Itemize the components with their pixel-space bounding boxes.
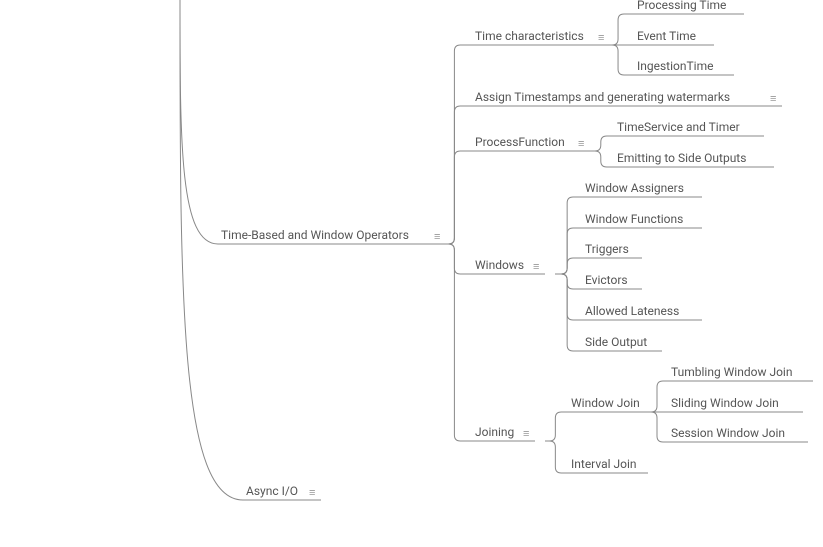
mindmap-node[interactable]: Tumbling Window Join <box>671 365 792 379</box>
notes-icon: ≡ <box>770 93 776 105</box>
node-label: Assign Timestamps and generating waterma… <box>475 90 730 104</box>
node-label: Evictors <box>585 273 628 287</box>
node-label: ProcessFunction <box>475 135 565 149</box>
notes-icon: ≡ <box>533 261 539 273</box>
mindmap-node[interactable]: Window Join <box>571 396 640 410</box>
node-label: Window Assigners <box>585 181 684 195</box>
connector-bracket <box>555 197 702 274</box>
mindmap-node[interactable]: Interval Join <box>571 457 637 471</box>
notes-icon: ≡ <box>309 487 315 499</box>
mindmap-node[interactable]: Window Functions <box>585 212 683 226</box>
mindmap-node[interactable]: Allowed Lateness <box>585 304 679 318</box>
node-label: Triggers <box>585 242 629 256</box>
mindmap-node[interactable]: Event Time <box>637 29 696 43</box>
mindmap-node[interactable]: Evictors <box>585 273 628 287</box>
node-label: Time-Based and Window Operators <box>221 228 409 242</box>
mindmap-node[interactable]: Time-Based and Window Operators ≡ <box>221 228 440 243</box>
node-label: Windows <box>475 258 524 272</box>
connector-curve <box>180 0 446 244</box>
node-label: Session Window Join <box>671 426 785 440</box>
mindmap-node[interactable]: Session Window Join <box>671 426 785 440</box>
mindmap-node[interactable]: Assign Timestamps and generating waterma… <box>475 90 776 105</box>
node-label: IngestionTime <box>637 59 713 73</box>
connector-curve <box>180 0 321 500</box>
node-label: Async I/O <box>246 484 298 498</box>
mindmap-node[interactable]: Windows ≡ <box>475 258 539 273</box>
mindmap-node[interactable]: Window Assigners <box>585 181 684 195</box>
mindmap-node[interactable]: Triggers <box>585 242 629 256</box>
connector-bracket <box>590 136 764 151</box>
notes-icon: ≡ <box>598 32 604 44</box>
mindmap-node[interactable]: Sliding Window Join <box>671 396 779 410</box>
mindmap-node[interactable]: ProcessFunction ≡ <box>475 135 584 150</box>
node-label: Emitting to Side Outputs <box>617 151 746 165</box>
mindmap-node[interactable]: Side Output <box>585 335 647 349</box>
node-label: Time characteristics <box>475 29 584 43</box>
node-label: Side Output <box>585 335 647 349</box>
node-label: Joining <box>475 425 514 439</box>
node-label: TimeService and Timer <box>617 120 740 134</box>
node-label: Processing Time <box>637 0 726 12</box>
node-label: Tumbling Window Join <box>671 365 792 379</box>
notes-icon: ≡ <box>578 138 584 150</box>
node-label: Interval Join <box>571 457 637 471</box>
connector-bracket <box>545 412 648 441</box>
node-label: Sliding Window Join <box>671 396 779 410</box>
mindmap-node[interactable]: Emitting to Side Outputs <box>617 151 746 165</box>
notes-icon: ≡ <box>523 428 529 440</box>
mindmap-node[interactable]: Processing Time <box>637 0 726 12</box>
node-label: Event Time <box>637 29 696 43</box>
mindmap-canvas: Time-Based and Window Operators≡Async I/… <box>0 0 823 547</box>
mindmap-node[interactable]: Joining ≡ <box>475 425 529 440</box>
mindmap-node[interactable]: Async I/O ≡ <box>246 484 315 499</box>
node-label: Window Join <box>571 396 640 410</box>
mindmap-node[interactable]: IngestionTime <box>637 59 713 73</box>
node-label: Window Functions <box>585 212 683 226</box>
mindmap-node[interactable]: TimeService and Timer <box>617 120 740 134</box>
connector-bracket <box>555 258 642 274</box>
node-label: Allowed Lateness <box>585 304 679 318</box>
mindmap-node[interactable]: Time characteristics ≡ <box>475 29 604 44</box>
notes-icon: ≡ <box>434 231 440 243</box>
